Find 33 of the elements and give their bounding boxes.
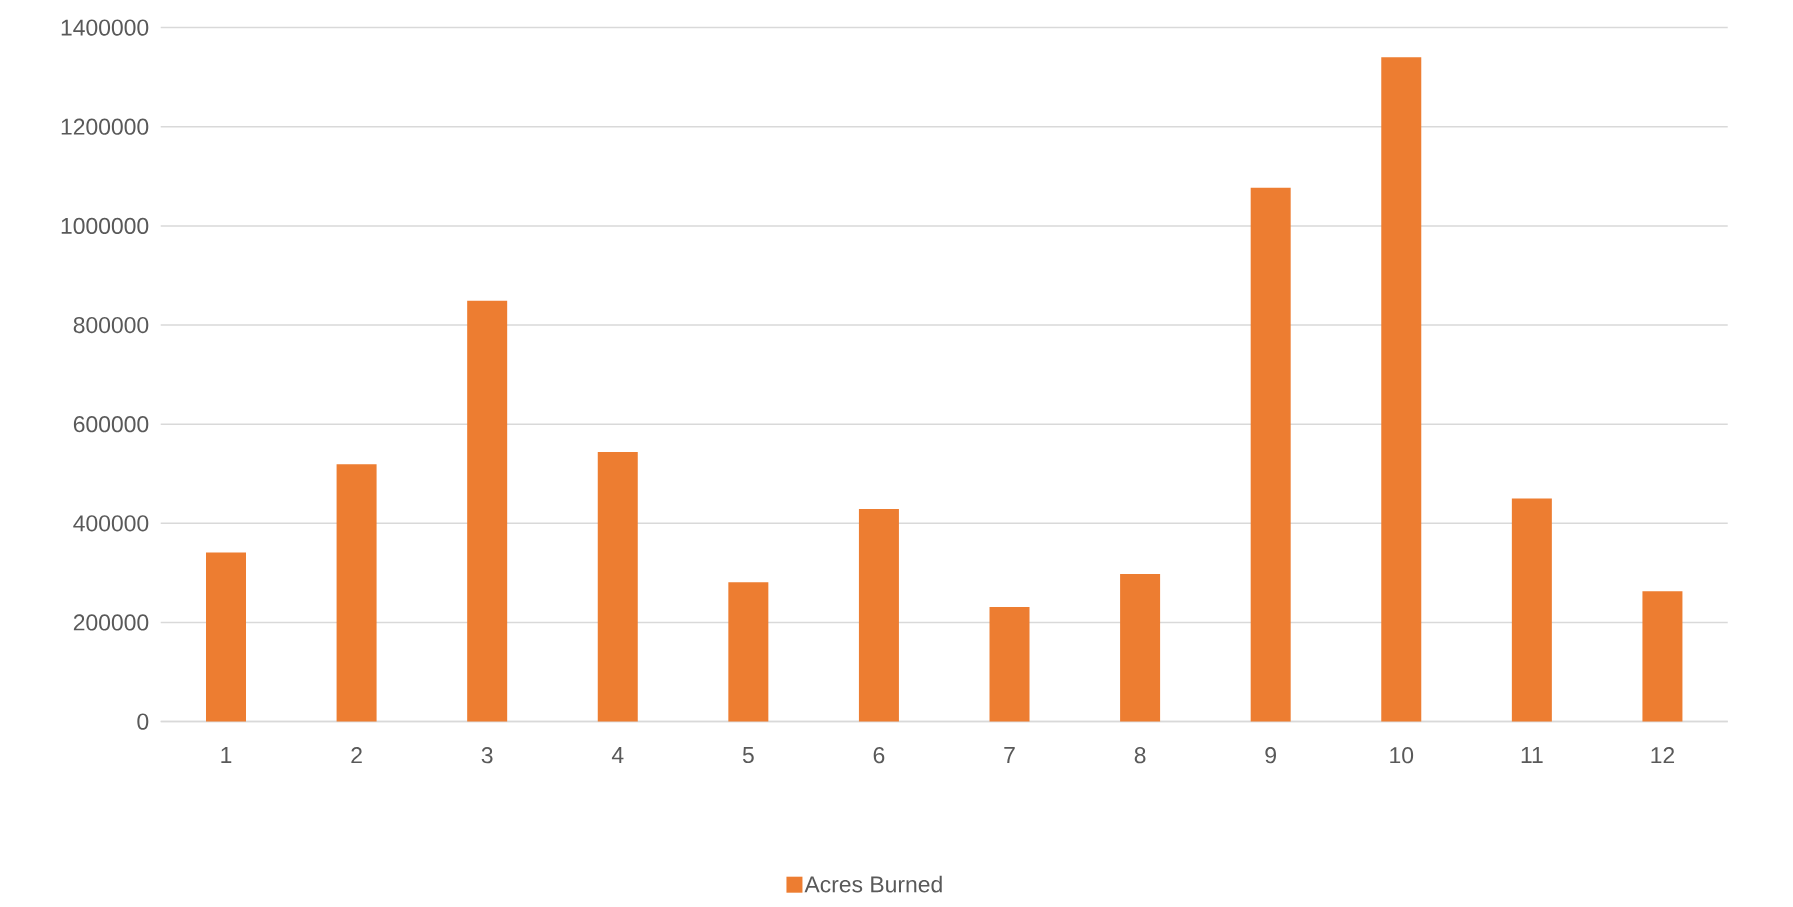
x-tick-label: 8 [1134, 747, 1146, 764]
y-tick-label: 800000 [73, 316, 149, 334]
x-tick-label: 3 [481, 747, 493, 764]
y-tick-label: 1000000 [61, 217, 149, 234]
y-tick-label: 200000 [73, 614, 149, 631]
bar [336, 464, 377, 722]
x-tick-label: 9 [1265, 747, 1276, 764]
bar [1250, 187, 1291, 722]
bar [467, 300, 508, 722]
x-tick-label: 10 [1390, 747, 1414, 764]
bar [597, 451, 638, 722]
bar [728, 582, 769, 722]
bar [858, 508, 899, 722]
y-tick-label: 1400000 [61, 19, 149, 36]
bar [1381, 57, 1422, 722]
y-tick-label: 0 [137, 713, 149, 730]
x-tick-label: 5 [742, 747, 754, 764]
bar [989, 607, 1030, 722]
x-tick-label: 7 [1004, 747, 1015, 763]
x-tick-label: 11 [1521, 747, 1543, 763]
x-tick-label: 6 [873, 747, 885, 764]
y-tick-label: 400000 [73, 515, 149, 532]
legend-label: Acres Burned [804, 875, 942, 893]
bar [1642, 591, 1683, 722]
bar [1120, 573, 1161, 722]
bar [1511, 498, 1552, 722]
y-tick-label: 1200000 [61, 118, 149, 135]
x-tick-label: 1 [221, 747, 232, 763]
bar [206, 552, 246, 722]
x-tick-label: 2 [351, 747, 362, 764]
x-tick-label: 12 [1651, 747, 1675, 764]
x-tick-label: 4 [611, 747, 624, 763]
y-tick-label: 600000 [73, 416, 149, 433]
